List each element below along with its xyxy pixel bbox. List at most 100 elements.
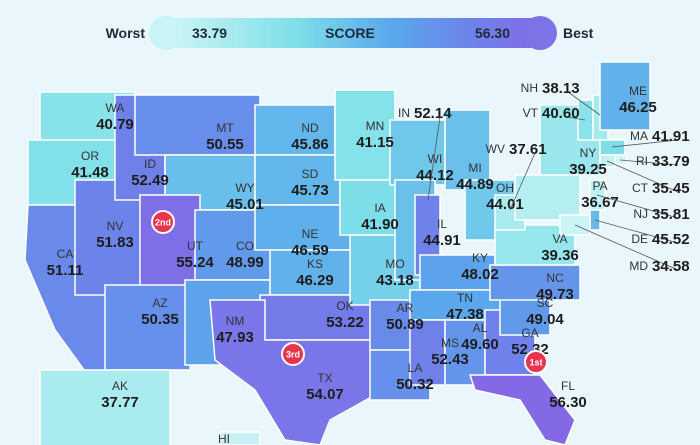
state-score: 37.61 — [509, 141, 547, 158]
state-score: 37.77 — [101, 394, 139, 411]
state-abbr: OH — [496, 181, 514, 195]
state-abbr: LA — [408, 361, 423, 375]
state-abbr: WV — [486, 142, 505, 156]
state-abbr: AR — [397, 301, 414, 315]
state-abbr: MS — [441, 336, 459, 350]
state-abbr: SC — [537, 296, 554, 310]
rank-label: 3rd — [286, 350, 300, 360]
state-score: 50.55 — [206, 136, 244, 153]
state-abbr: HI — [218, 432, 230, 445]
state-score: 45.01 — [226, 196, 264, 213]
state-abbr: VT — [523, 106, 539, 120]
state-abbr: AL — [473, 321, 488, 335]
legend: Worst 33.79 SCORE 56.30 Best — [106, 16, 594, 50]
state-shape — [209, 299, 376, 445]
state-abbr: CO — [236, 239, 254, 253]
scale-title: SCORE — [325, 25, 375, 41]
state-score: 44.89 — [456, 176, 494, 193]
state-abbr: CA — [57, 247, 74, 261]
state-shape — [39, 369, 171, 445]
rank-badge — [281, 342, 305, 366]
state-score: 50.32 — [396, 376, 434, 393]
leader-line — [619, 159, 679, 166]
leader-line — [567, 116, 586, 121]
state-abbr: ND — [301, 121, 319, 135]
state-score: 49.04 — [526, 311, 564, 328]
leader-line — [509, 152, 536, 211]
state-score: 44.91 — [423, 232, 461, 249]
state-score: 48.02 — [461, 266, 499, 283]
state-shape — [104, 284, 191, 371]
state-shape — [599, 61, 651, 131]
state-score: 51.83 — [96, 234, 134, 251]
state-abbr: AK — [112, 379, 128, 393]
state-shape — [514, 174, 581, 221]
state-abbr: KS — [307, 257, 323, 271]
leader-line — [567, 91, 601, 116]
state-score: 40.60 — [542, 105, 580, 122]
leader-line — [596, 194, 679, 219]
state-score: 55.24 — [176, 254, 214, 271]
worst-label: Worst — [106, 25, 146, 41]
state-abbr: NJ — [633, 207, 648, 221]
state-score: 39.25 — [569, 161, 607, 178]
state-abbr: MN — [366, 119, 385, 133]
state-score: 35.45 — [652, 180, 690, 197]
state-abbr: TN — [457, 291, 473, 305]
state-score: 45.52 — [652, 231, 690, 248]
state-score: 49.73 — [536, 286, 574, 303]
leader-line — [611, 139, 679, 148]
state-abbr: NC — [546, 271, 564, 285]
state-score: 47.93 — [216, 329, 254, 346]
state-score: 41.91 — [652, 128, 690, 145]
state-score: 38.13 — [542, 80, 580, 97]
state-abbr: UT — [187, 239, 204, 253]
state-score: 52.43 — [431, 351, 469, 368]
leader-line — [606, 160, 679, 193]
state-abbr: KY — [472, 251, 488, 265]
state-abbr: DE — [631, 232, 648, 246]
state-score: 41.90 — [361, 216, 399, 233]
scale-min-dot — [149, 16, 183, 50]
rank-label: 2nd — [155, 218, 171, 228]
state-score: 45.73 — [291, 182, 329, 199]
rank-badge — [524, 350, 548, 374]
state-abbr: MT — [216, 121, 234, 135]
state-score: 51.11 — [47, 262, 84, 279]
state-score: 50.89 — [386, 316, 424, 333]
rank-label: 1st — [529, 358, 542, 368]
state-score: 54.07 — [306, 386, 344, 403]
state-abbr: WI — [428, 152, 443, 166]
state-abbr: IL — [437, 217, 447, 231]
state-abbr: MI — [468, 161, 481, 175]
state-abbr: ID — [144, 157, 156, 171]
state-abbr: AZ — [152, 296, 167, 310]
state-score: 36.67 — [581, 194, 619, 211]
state-abbr: RI — [636, 154, 648, 168]
state-shape — [599, 139, 626, 156]
state-score: 33.79 — [652, 153, 690, 170]
leader-line — [574, 224, 679, 271]
state-score: 43.18 — [376, 272, 414, 289]
state-abbr: WA — [106, 101, 125, 115]
state-abbr: VA — [552, 232, 567, 246]
state-abbr: FL — [561, 379, 575, 393]
state-score: 46.25 — [619, 99, 657, 116]
state-abbr: OK — [336, 299, 353, 313]
state-score: 44.12 — [416, 167, 454, 184]
state-abbr: MA — [630, 129, 648, 143]
max-label: 56.30 — [475, 25, 510, 41]
best-label: Best — [563, 25, 594, 41]
state-score: 35.81 — [652, 206, 690, 223]
state-score: 40.79 — [96, 116, 134, 133]
state-score: 50.35 — [141, 311, 179, 328]
state-score: 56.30 — [549, 394, 587, 411]
state-abbr: MD — [629, 259, 648, 273]
state-shape — [219, 431, 261, 445]
state-abbr: OR — [81, 149, 99, 163]
state-score: 45.86 — [291, 136, 329, 153]
state-abbr: GA — [521, 326, 538, 340]
scale-bar — [160, 18, 545, 48]
state-abbr: TX — [317, 371, 332, 385]
